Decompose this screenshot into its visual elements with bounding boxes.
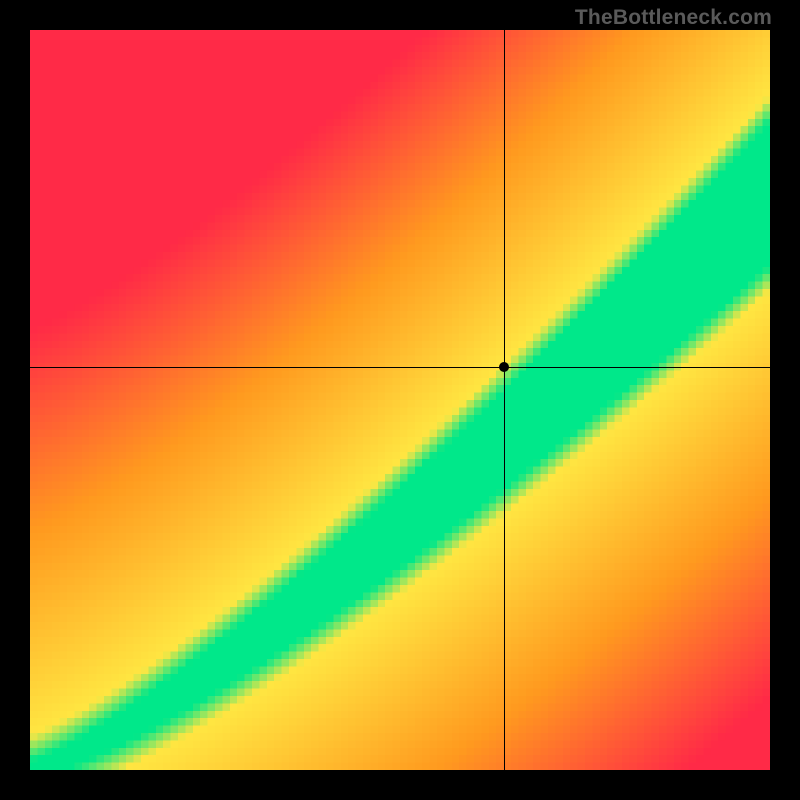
- heatmap-canvas: [30, 30, 770, 770]
- crosshair-vertical: [504, 30, 505, 770]
- crosshair-horizontal: [30, 367, 770, 368]
- watermark-text: TheBottleneck.com: [575, 6, 772, 30]
- heatmap-plot: [30, 30, 770, 770]
- crosshair-marker: [499, 362, 509, 372]
